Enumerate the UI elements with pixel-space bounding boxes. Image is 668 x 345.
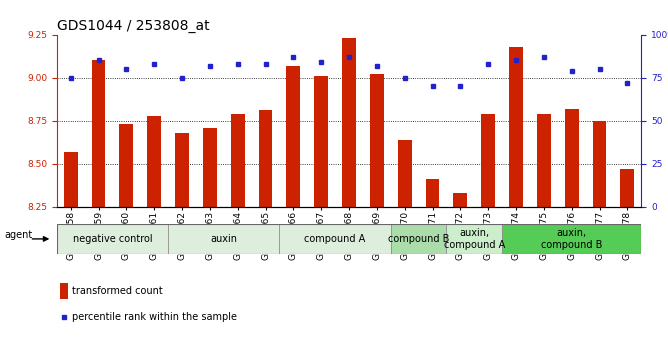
Bar xyxy=(63,152,77,207)
Bar xyxy=(147,116,161,207)
Bar xyxy=(537,114,551,207)
Bar xyxy=(120,124,134,207)
Bar xyxy=(175,133,189,207)
Text: compound B: compound B xyxy=(388,234,450,244)
Bar xyxy=(397,140,411,207)
Bar xyxy=(314,76,328,207)
Text: auxin,
compound A: auxin, compound A xyxy=(444,228,505,250)
Bar xyxy=(287,66,301,207)
Bar xyxy=(391,224,446,254)
Text: percentile rank within the sample: percentile rank within the sample xyxy=(71,313,236,322)
Text: agent: agent xyxy=(5,230,33,240)
Text: negative control: negative control xyxy=(73,234,152,244)
Bar xyxy=(203,128,217,207)
Bar xyxy=(481,114,495,207)
Text: auxin,
compound B: auxin, compound B xyxy=(541,228,603,250)
Bar xyxy=(342,38,356,207)
Text: compound A: compound A xyxy=(305,234,366,244)
Text: transformed count: transformed count xyxy=(71,286,162,296)
Bar xyxy=(564,109,578,207)
Bar xyxy=(509,47,523,207)
Bar xyxy=(279,224,391,254)
Bar xyxy=(621,169,635,207)
Bar xyxy=(168,224,279,254)
Bar xyxy=(446,224,502,254)
Bar xyxy=(60,283,68,299)
Bar xyxy=(230,114,244,207)
Bar xyxy=(370,74,384,207)
Bar xyxy=(502,224,641,254)
Bar xyxy=(259,110,273,207)
Text: GDS1044 / 253808_at: GDS1044 / 253808_at xyxy=(57,19,209,33)
Bar xyxy=(426,179,440,207)
Bar xyxy=(593,121,607,207)
Text: auxin: auxin xyxy=(210,234,237,244)
Bar xyxy=(454,193,468,207)
Bar xyxy=(92,60,106,207)
Bar xyxy=(57,224,168,254)
